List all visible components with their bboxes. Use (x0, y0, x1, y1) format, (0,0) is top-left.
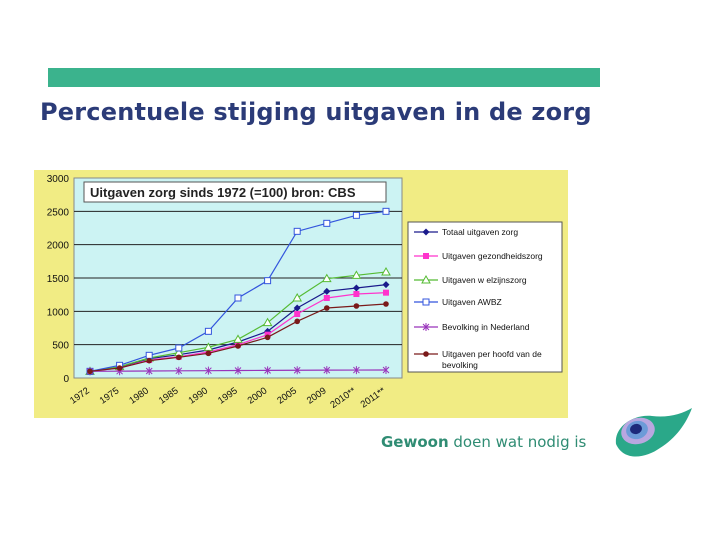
data-point (145, 367, 153, 375)
chart-legend: Totaal uitgaven zorg Uitgaven gezondheids… (407, 221, 563, 373)
data-point (205, 366, 212, 375)
data-point (323, 219, 331, 227)
series-square-open (86, 207, 390, 375)
x-tick-label: 1990 (186, 385, 210, 406)
x-tick-label: 2005 (275, 385, 299, 406)
data-point (116, 365, 123, 371)
data-point (145, 351, 153, 359)
data-point (383, 301, 389, 307)
data-point (294, 318, 301, 325)
data-point (381, 266, 391, 276)
tagline-rest: doen wat nodig is (448, 433, 587, 451)
x-tick-label: 1985 (157, 385, 181, 406)
data-point (233, 334, 243, 343)
slide-title: Percentuele stijging uitgaven in de zorg (40, 98, 592, 126)
data-point (352, 284, 360, 292)
data-point (262, 317, 273, 327)
data-point (234, 366, 242, 375)
data-point (421, 274, 431, 284)
data-point (422, 298, 430, 306)
grid-lines (74, 210, 402, 346)
y-tick-label: 2000 (47, 241, 70, 252)
x-tick-label: 2000 (246, 385, 270, 406)
data-point (175, 344, 183, 352)
legend-item: Uitgaven gezondheidszorg (414, 251, 543, 261)
data-point (323, 295, 330, 301)
data-point (234, 294, 242, 302)
chart-title: Uitgaven zorg sinds 1972 (=100) bron: CB… (90, 185, 356, 200)
data-point (422, 323, 430, 331)
data-point (293, 366, 301, 375)
data-point (264, 366, 271, 375)
x-tick-label: 1975 (98, 385, 122, 406)
x-tick-label: 2011** (359, 385, 388, 410)
data-point (175, 366, 183, 375)
header-accent-bar (48, 68, 600, 87)
legend-label: Uitgaven w elzijnszorg (442, 275, 527, 285)
data-point (422, 228, 430, 236)
x-tick-label: 1980 (127, 385, 151, 406)
data-point (146, 357, 152, 364)
legend-box (407, 221, 563, 373)
data-point (382, 281, 390, 289)
data-point (323, 366, 331, 375)
data-point (204, 327, 212, 335)
legend-label: Uitgaven AWBZ (442, 297, 502, 307)
data-point (321, 273, 332, 283)
legend-label: Bevolking in Nederland (442, 322, 530, 332)
data-point (293, 304, 301, 312)
y-tick-label: 1000 (47, 307, 70, 318)
x-tick-label: 1972 (68, 385, 92, 406)
x-axis-ticks: 1972 1975 1980 1985 1990 1995 2000 2005 2009 2010… (68, 385, 388, 411)
data-point (352, 211, 360, 219)
data-point (353, 291, 360, 297)
legend-label: Uitgaven gezondheidszorg (442, 251, 543, 261)
logo-feather-icon (615, 408, 692, 457)
y-axis-ticks: 0 500 1000 1500 2000 2500 3000 (47, 174, 70, 385)
tagline: Gewoon doen wat nodig is (381, 433, 586, 451)
y-tick-label: 1500 (47, 274, 70, 285)
chart-title-box (83, 181, 387, 203)
legend-label: Totaal uitgaven zorg (442, 227, 518, 237)
chart-frame: 0 500 1000 1500 2000 2500 3000 1972 1975 1980 198… (34, 170, 568, 418)
data-point (351, 270, 362, 279)
data-point (382, 366, 390, 374)
x-tick-label: 2010** (328, 385, 358, 411)
data-point (382, 207, 390, 215)
tagline-bold: Gewoon (381, 433, 449, 451)
data-point (205, 350, 212, 357)
data-point (203, 342, 214, 351)
data-point (294, 311, 301, 317)
y-tick-label: 0 (63, 374, 69, 385)
data-point (423, 351, 429, 357)
data-point (264, 277, 272, 285)
data-point (423, 253, 429, 259)
series-circle (87, 301, 389, 375)
data-point (176, 354, 182, 361)
y-tick-label: 500 (52, 341, 69, 352)
data-point (87, 368, 93, 375)
data-point (292, 292, 303, 302)
data-point (235, 343, 241, 349)
data-point (323, 287, 331, 295)
line-chart: 0 500 1000 1500 2000 2500 3000 1972 1975 1980 198… (47, 174, 563, 411)
legend-item: Uitgaven w elzijnszorg (414, 274, 527, 285)
y-tick-label: 3000 (47, 174, 70, 185)
data-point (264, 334, 271, 341)
data-point (353, 303, 360, 309)
data-point (293, 227, 301, 235)
x-tick-label: 2009 (305, 385, 329, 406)
legend-item: Totaal uitgaven zorg (414, 227, 518, 237)
data-point (324, 305, 330, 311)
data-point (383, 289, 389, 296)
legend-item: Bevolking in Nederland (414, 322, 530, 332)
y-tick-label: 2500 (47, 207, 70, 218)
data-point (353, 366, 360, 375)
series-group (85, 207, 391, 376)
legend-item: Uitgaven AWBZ (414, 297, 502, 307)
legend-label-cont: bevolking (442, 360, 478, 370)
x-tick-label: 1995 (216, 385, 240, 406)
legend-label: Uitgaven per hoofd van de (442, 349, 542, 359)
